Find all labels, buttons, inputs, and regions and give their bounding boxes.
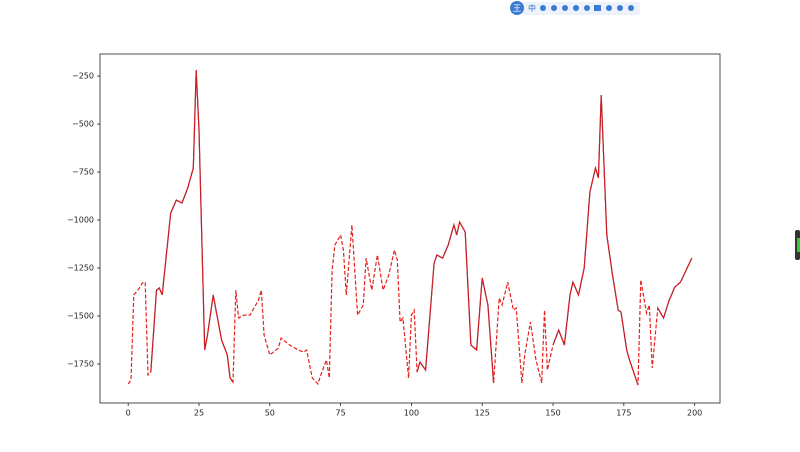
x-tick-label: 75 <box>336 409 346 418</box>
x-tick-label: 175 <box>616 409 631 418</box>
y-tick-label: −250 <box>72 72 94 81</box>
y-tick-label: −500 <box>72 120 94 129</box>
logo-text: 王 <box>513 4 521 13</box>
x-tick-label: 150 <box>545 409 560 418</box>
x-tick-label: 25 <box>194 409 204 418</box>
icon[interactable] <box>606 5 612 11</box>
icon[interactable] <box>584 5 590 11</box>
y-tick-label: −750 <box>72 168 94 177</box>
icon[interactable] <box>573 5 579 11</box>
series-line <box>127 70 693 386</box>
y-tick-label: −1750 <box>67 360 94 369</box>
icon[interactable] <box>617 5 623 11</box>
icon[interactable] <box>551 5 557 11</box>
x-tick-label: 100 <box>404 409 419 418</box>
plot-frame <box>99 53 721 404</box>
side-tab-indicator <box>797 238 800 252</box>
x-tick-label: 0 <box>126 409 131 418</box>
toolbar-logo[interactable] <box>510 1 524 15</box>
y-tick-label: −1250 <box>67 264 94 273</box>
x-tick-label: 125 <box>475 409 490 418</box>
toolbar-bg <box>522 2 640 15</box>
x-tick-label: 50 <box>265 409 275 418</box>
series-line <box>150 70 693 386</box>
icon[interactable] <box>628 5 634 11</box>
icon[interactable] <box>594 5 601 11</box>
lang-button[interactable]: 中 <box>528 3 536 13</box>
icon[interactable] <box>540 5 546 11</box>
icon[interactable] <box>562 5 568 11</box>
x-tick-label: 200 <box>687 409 702 418</box>
toolbar: 王 中 <box>510 1 640 15</box>
y-tick-label: −1500 <box>67 312 94 321</box>
toolbar-icons <box>540 5 634 11</box>
y-tick-label: −1000 <box>67 216 94 225</box>
